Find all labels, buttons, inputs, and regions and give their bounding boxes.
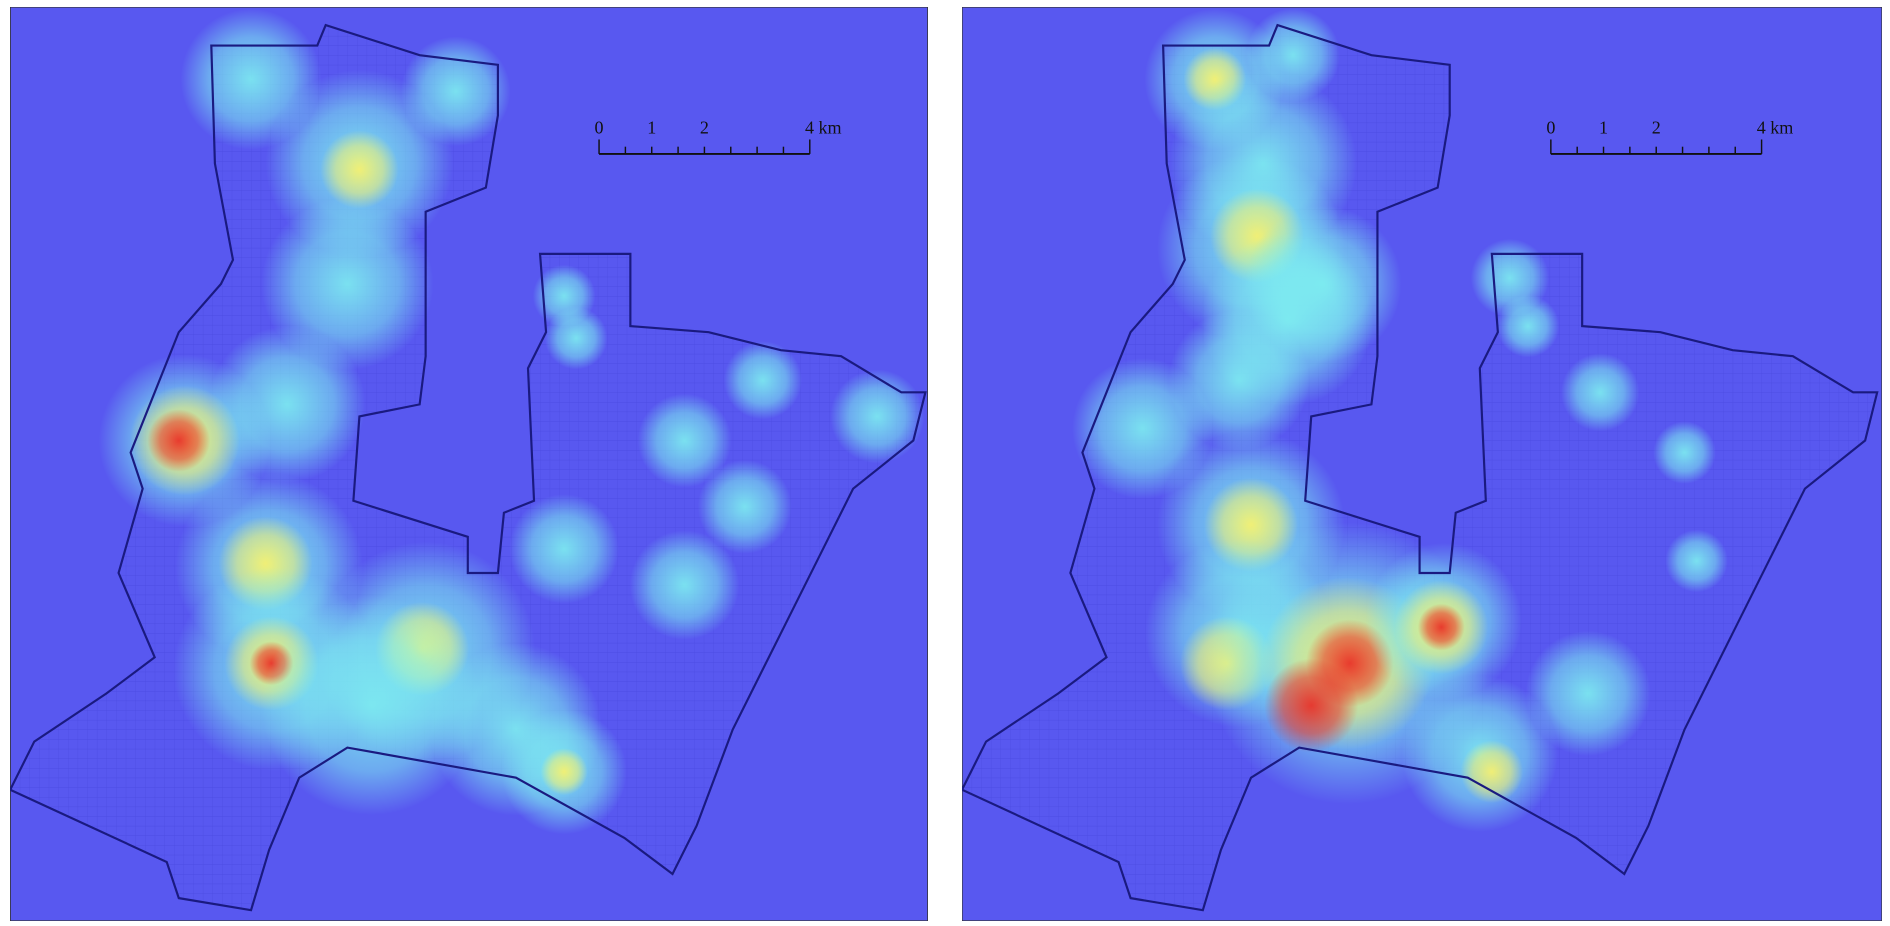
density-hotspot — [1496, 294, 1560, 358]
scale-bar-label: 4 km — [1757, 117, 1794, 137]
density-hotspot — [1072, 358, 1214, 499]
scale-bar-label: 1 — [1599, 117, 1608, 137]
density-hotspot — [629, 530, 740, 640]
density-hotspot — [637, 393, 732, 488]
heatmap-panel: 0 1 2 4 km — [10, 7, 928, 921]
density-hotspot — [1460, 740, 1524, 803]
density-hotspot — [509, 494, 619, 604]
density-hotspot — [1244, 205, 1402, 363]
density-hotspot — [830, 369, 925, 464]
scale-bar-label: 0 — [595, 117, 604, 137]
density-hotspot — [147, 409, 211, 472]
density-hotspot — [1665, 529, 1728, 593]
scale-bar-label: 4 km — [805, 117, 842, 137]
scale-bar: 0 1 2 4 km — [595, 117, 842, 155]
city-boundary — [10, 23, 927, 912]
density-hotspot — [697, 459, 792, 554]
heatmap-panel: 0 1 2 4 km — [962, 7, 1882, 921]
scale-bar-label: 2 — [1652, 117, 1661, 137]
city-boundary — [962, 23, 1879, 912]
density-hotspot — [261, 595, 482, 816]
density-hotspot — [1525, 630, 1651, 757]
scale-bar-label: 0 — [1546, 117, 1555, 137]
scale-bar-label: 1 — [647, 117, 656, 137]
density-hotspot — [1653, 421, 1716, 484]
density-hotspot — [1264, 658, 1359, 753]
density-hotspot — [540, 748, 588, 796]
density-hotspot — [1561, 353, 1640, 432]
density-hotspot — [1417, 603, 1465, 651]
scale-bar-label: 2 — [700, 117, 709, 137]
density-hotspot — [400, 36, 511, 147]
density-hotspot — [723, 341, 802, 420]
density-hotspot — [320, 130, 399, 209]
density-hotspot — [544, 306, 608, 370]
density-hotspot — [261, 197, 434, 371]
scale-bar: 0 1 2 4 km — [1546, 117, 1794, 155]
